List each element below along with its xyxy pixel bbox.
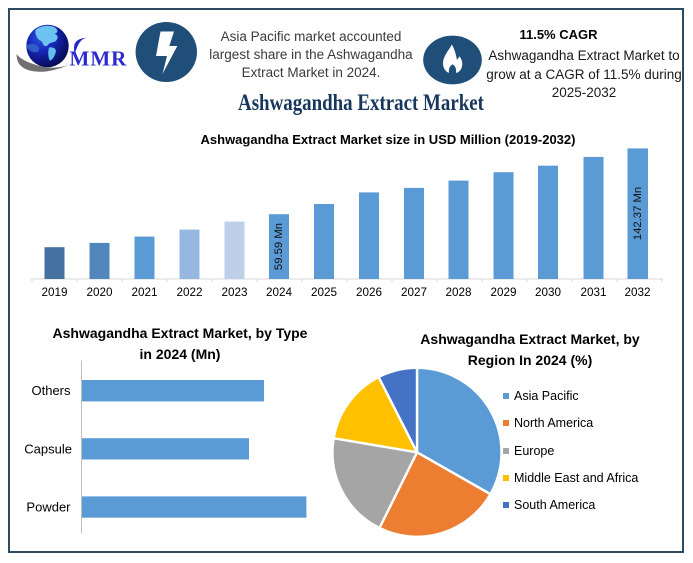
svg-text:2020: 2020	[86, 286, 113, 299]
svg-text:59.59 Mn: 59.59 Mn	[273, 223, 285, 270]
svg-text:142.37 Mn: 142.37 Mn	[632, 187, 644, 240]
svg-text:2030: 2030	[535, 286, 562, 299]
svg-text:2019: 2019	[41, 286, 67, 299]
svg-text:2023: 2023	[221, 286, 247, 299]
svg-text:Capsule: Capsule	[24, 441, 72, 456]
svg-text:2026: 2026	[356, 286, 382, 299]
svg-text:2031: 2031	[580, 286, 606, 299]
svg-text:2022: 2022	[176, 286, 202, 299]
svg-text:MMR: MMR	[70, 46, 128, 70]
svg-text:2027: 2027	[401, 286, 427, 299]
svg-text:Powder: Powder	[26, 500, 71, 515]
svg-text:2021: 2021	[131, 286, 157, 299]
svg-text:2029: 2029	[490, 286, 516, 299]
svg-text:2028: 2028	[445, 286, 471, 299]
svg-text:2032: 2032	[624, 286, 650, 299]
svg-text:2024: 2024	[266, 286, 293, 299]
svg-text:Others: Others	[31, 383, 71, 398]
svg-text:2025: 2025	[311, 286, 338, 299]
